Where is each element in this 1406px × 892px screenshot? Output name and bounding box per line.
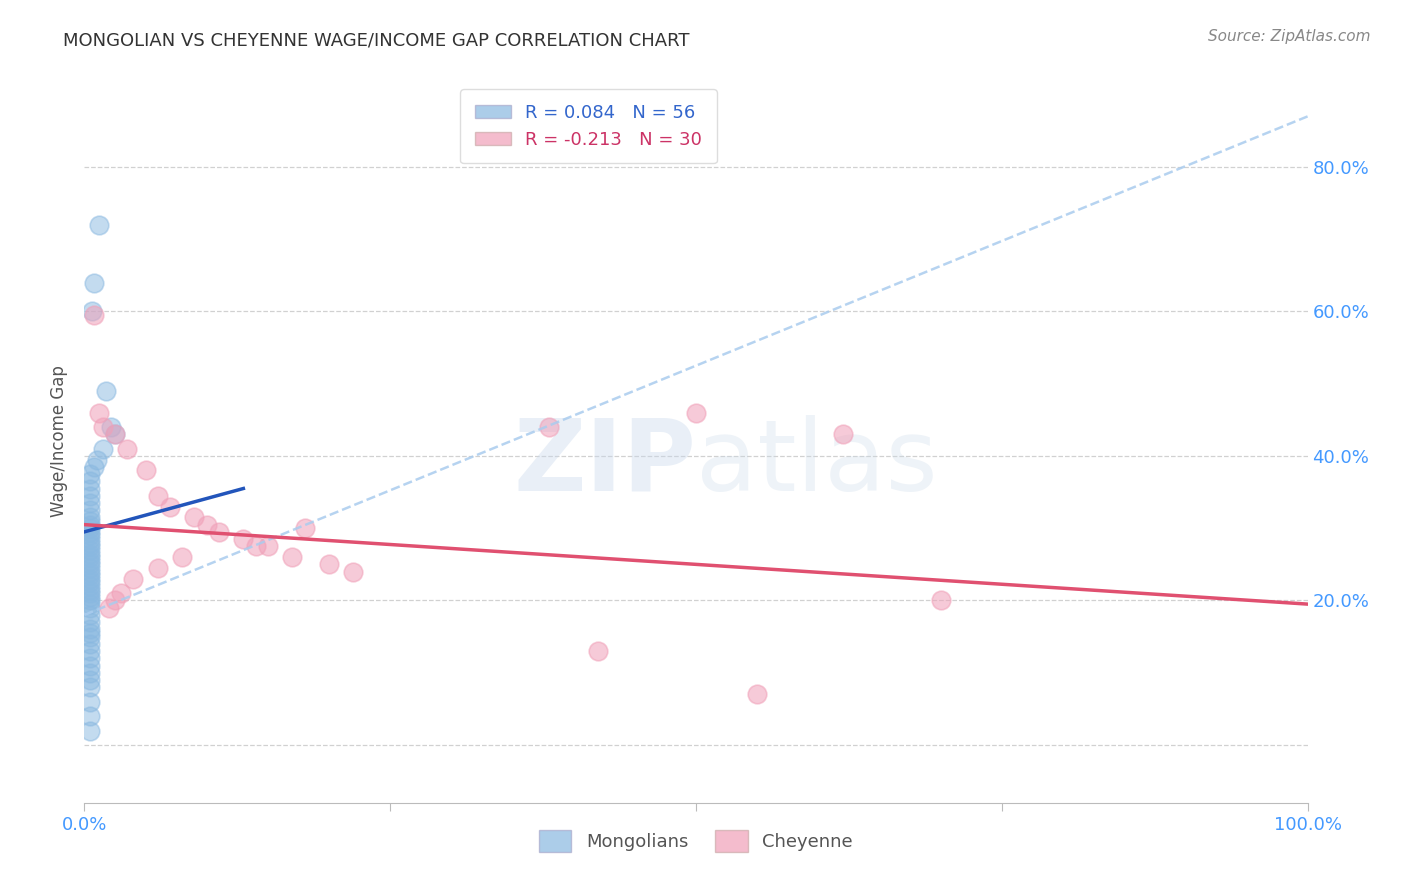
- Point: [97, 600, 120, 615]
- Point: [232, 532, 254, 546]
- Point: [79, 626, 101, 640]
- Point: [208, 524, 231, 539]
- Point: [79, 651, 101, 665]
- Point: [79, 482, 101, 496]
- Point: [79, 554, 101, 568]
- Point: [80, 304, 103, 318]
- Point: [79, 600, 101, 615]
- Text: Source: ZipAtlas.com: Source: ZipAtlas.com: [1208, 29, 1371, 44]
- Point: [79, 582, 101, 597]
- Point: [245, 539, 267, 553]
- Point: [79, 695, 101, 709]
- Point: [146, 561, 169, 575]
- Point: [318, 558, 340, 572]
- Point: [83, 276, 105, 290]
- Point: [79, 524, 101, 539]
- Point: [281, 550, 304, 565]
- Point: [79, 615, 101, 630]
- Point: [79, 517, 101, 532]
- Point: [79, 593, 101, 607]
- Point: [83, 308, 105, 322]
- Point: [294, 521, 316, 535]
- Point: [79, 561, 101, 575]
- Point: [79, 558, 101, 572]
- Point: [87, 406, 110, 420]
- Point: [79, 572, 101, 586]
- Text: ZIP: ZIP: [513, 415, 696, 512]
- Point: [79, 673, 101, 687]
- Point: [104, 427, 127, 442]
- Point: [79, 658, 101, 673]
- Text: atlas: atlas: [696, 415, 938, 512]
- Point: [104, 593, 127, 607]
- Text: MONGOLIAN VS CHEYENNE WAGE/INCOME GAP CORRELATION CHART: MONGOLIAN VS CHEYENNE WAGE/INCOME GAP CO…: [63, 31, 690, 49]
- Point: [79, 665, 101, 680]
- Point: [79, 607, 101, 622]
- Point: [79, 503, 101, 517]
- Point: [100, 420, 122, 434]
- Point: [79, 532, 101, 546]
- Point: [135, 463, 157, 477]
- Point: [79, 586, 101, 600]
- Point: [91, 420, 114, 434]
- Point: [79, 565, 101, 579]
- Point: [87, 218, 110, 232]
- Point: [104, 427, 127, 442]
- Point: [122, 572, 145, 586]
- Point: [79, 539, 101, 553]
- Point: [79, 550, 101, 565]
- Legend: Mongolians, Cheyenne: Mongolians, Cheyenne: [531, 822, 860, 859]
- Point: [110, 586, 132, 600]
- Point: [79, 637, 101, 651]
- Point: [79, 514, 101, 528]
- Point: [79, 575, 101, 590]
- Point: [79, 597, 101, 611]
- Point: [146, 489, 169, 503]
- Y-axis label: Wage/Income Gap: Wage/Income Gap: [51, 366, 69, 517]
- Point: [831, 427, 853, 442]
- Point: [79, 623, 101, 637]
- Point: [83, 459, 105, 474]
- Point: [79, 630, 101, 644]
- Point: [79, 542, 101, 557]
- Point: [79, 590, 101, 604]
- Point: [79, 521, 101, 535]
- Point: [79, 510, 101, 524]
- Point: [96, 384, 118, 398]
- Point: [538, 420, 561, 434]
- Point: [91, 442, 114, 456]
- Point: [172, 550, 194, 565]
- Point: [747, 687, 769, 701]
- Point: [79, 467, 101, 481]
- Point: [79, 680, 101, 694]
- Point: [342, 565, 364, 579]
- Point: [79, 723, 101, 738]
- Point: [79, 644, 101, 658]
- Point: [929, 593, 952, 607]
- Point: [79, 579, 101, 593]
- Point: [159, 500, 181, 514]
- Point: [183, 510, 205, 524]
- Point: [79, 496, 101, 510]
- Point: [79, 547, 101, 561]
- Point: [115, 442, 138, 456]
- Point: [79, 568, 101, 582]
- Point: [79, 709, 101, 723]
- Point: [685, 406, 707, 420]
- Point: [79, 475, 101, 489]
- Point: [86, 452, 108, 467]
- Point: [257, 539, 280, 553]
- Point: [586, 644, 609, 658]
- Point: [79, 528, 101, 542]
- Point: [79, 489, 101, 503]
- Point: [79, 535, 101, 549]
- Point: [195, 517, 218, 532]
